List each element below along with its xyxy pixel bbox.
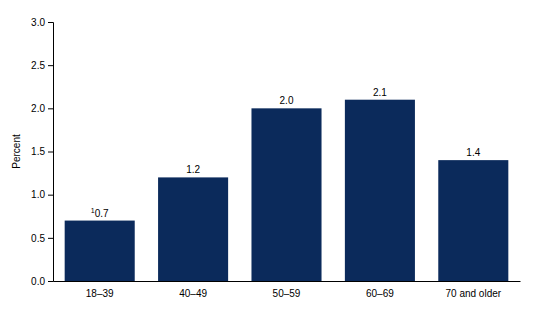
y-tick-mark	[48, 281, 53, 282]
y-tick-label: 1.5	[31, 146, 45, 157]
y-tick-mark	[48, 195, 53, 196]
x-axis-line	[54, 281, 521, 282]
bar	[345, 100, 415, 281]
y-tick: 1.5	[31, 146, 53, 157]
plot: 0.0 0.5 1.0 1.5 2.0 2.5 3.0 18–39 40–49 50–59 60–6…	[31, 17, 520, 299]
y-axis-line	[48, 23, 54, 282]
y-tick-label: 3.0	[31, 17, 45, 28]
data-labels: 10.7 1.2 2.0 2.1 1.4	[91, 87, 481, 219]
bar	[438, 160, 508, 281]
y-tick: 1.0	[31, 189, 53, 200]
y-tick: 0.0	[31, 276, 53, 287]
y-tick-label: 0.5	[31, 233, 45, 244]
bar	[65, 221, 135, 281]
x-tick: 50–59	[273, 281, 301, 299]
y-tick: 2.0	[31, 103, 53, 114]
y-tick-label: 2.5	[31, 60, 45, 71]
y-tick-mark	[48, 108, 53, 109]
y-tick: 0.5	[31, 233, 53, 244]
data-label: 10.7	[91, 207, 109, 219]
y-tick-label: 0.0	[31, 276, 45, 287]
bars	[65, 100, 509, 281]
y-axis: 0.0 0.5 1.0 1.5 2.0 2.5 3.0	[31, 17, 53, 287]
data-label: 2.1	[373, 87, 387, 98]
x-tick: 70 and older	[445, 281, 501, 299]
x-tick-label: 40–49	[179, 288, 207, 299]
x-tick: 18–39	[86, 281, 114, 299]
y-tick-mark	[48, 152, 53, 153]
y-axis-title: Percent	[11, 134, 22, 169]
y-tick-mark	[48, 238, 53, 239]
x-tick: 60–69	[366, 281, 394, 299]
data-label: 1.2	[186, 164, 200, 175]
y-tick-label: 2.0	[31, 103, 45, 114]
y-tick: 2.5	[31, 60, 53, 71]
data-label-value: 0.7	[95, 208, 109, 219]
x-tick-label: 70 and older	[445, 288, 501, 299]
x-tick-label: 50–59	[273, 288, 301, 299]
data-label: 2.0	[280, 95, 294, 106]
y-tick: 3.0	[31, 17, 53, 28]
x-axis: 18–39 40–49 50–59 60–69 70 and older	[54, 281, 521, 299]
x-tick-label: 60–69	[366, 288, 394, 299]
x-tick-label: 18–39	[86, 288, 114, 299]
y-tick-mark	[48, 22, 53, 23]
bar	[251, 108, 321, 281]
y-tick-mark	[48, 65, 53, 66]
y-tick-label: 1.0	[31, 189, 45, 200]
data-label: 1.4	[466, 147, 480, 158]
bar	[158, 177, 228, 281]
x-tick: 40–49	[179, 281, 207, 299]
